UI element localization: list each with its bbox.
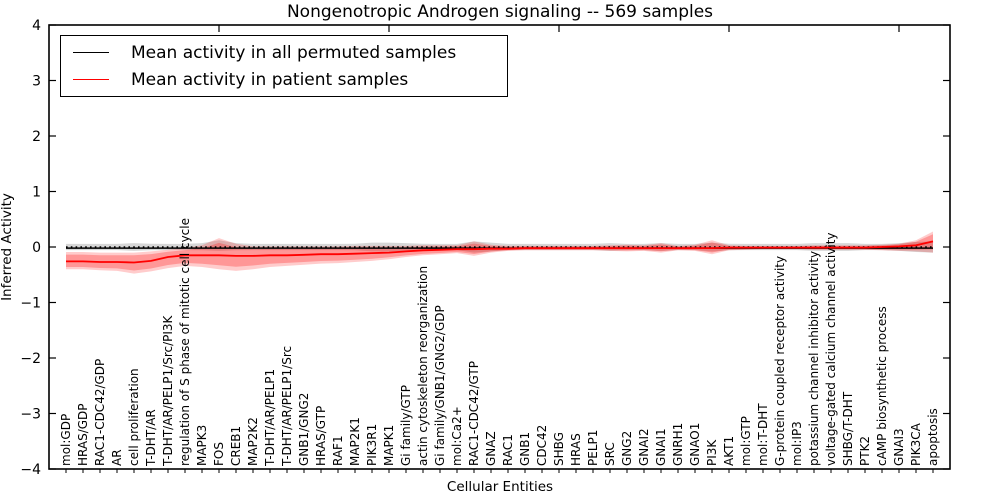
x-tick-label: MAPK3 (195, 425, 209, 466)
y-tick-label: 2 (32, 129, 41, 145)
x-tick-label: MAP2K2 (246, 417, 260, 466)
x-tick-label: GNAZ (484, 431, 498, 466)
x-tick-label: potassium channel inhibitor activity (807, 251, 821, 466)
x-tick-label: HRAS (569, 433, 583, 466)
x-tick-label: MAPK1 (382, 425, 396, 466)
x-tick-label: GNB1/GNG2 (297, 393, 311, 466)
x-tick-label: mol:GDP (59, 414, 73, 466)
x-tick-label: Gi family/GNB1/GNG2/GDP (433, 305, 447, 466)
x-tick-label: apoptosis (926, 408, 940, 466)
x-tick-label: PIK3R1 (365, 424, 379, 466)
x-tick-label: FOS (212, 442, 226, 466)
x-axis-label: Cellular Entities (446, 479, 554, 495)
x-tick-label: RAC1-CDC42/GTP (467, 361, 481, 466)
x-tick-label: actin cytoskeleton reorganization (416, 266, 430, 466)
y-tick-label: 4 (32, 18, 41, 34)
patient-mean-line (66, 240, 934, 264)
x-tick-label: Gi family/GTP (399, 385, 413, 466)
x-tick-label: mol:T-DHT (756, 403, 770, 466)
x-tick-label: T-DHT/AR (144, 409, 158, 467)
x-tick-label: AR (110, 449, 124, 466)
x-tick-label: SHBG (552, 432, 566, 466)
y-tick-label: −3 (20, 407, 41, 423)
x-tick-label: MAP2K1 (348, 417, 362, 466)
x-tick-label: PIK3CA (909, 422, 923, 466)
x-tick-label: mol:GTP (739, 416, 753, 466)
y-tick-label: 0 (32, 240, 41, 256)
x-tick-label: T-DHT/AR/PELP1/Src/PI3K (161, 314, 175, 467)
x-tick-label: voltage-gated calcium channel activity (824, 232, 838, 466)
x-tick-label: CREB1 (229, 426, 243, 466)
x-tick-label: cell proliferation (127, 368, 141, 466)
x-tick-label: GNAI1 (654, 428, 668, 466)
x-tick-label: CDC42 (535, 425, 549, 466)
x-tick-label: GNG2 (620, 431, 634, 466)
x-tick-label: PELP1 (586, 430, 600, 466)
x-tick-label: GNAI3 (892, 428, 906, 466)
x-tick-label: PTK2 (858, 436, 872, 466)
patient-band-outer (66, 231, 933, 274)
y-tick-label: 3 (32, 74, 41, 90)
permuted-line-swatch (73, 52, 109, 53)
y-tick-label: −1 (20, 296, 41, 312)
x-tick-label: mol:IP3 (790, 421, 804, 466)
x-tick-label: GNRH1 (671, 423, 685, 466)
x-tick-label: PI3K (705, 439, 719, 466)
x-tick-label: regulation of S phase of mitotic cell cy… (178, 218, 192, 466)
x-tick-label: RAF1 (331, 435, 345, 466)
legend-box: Mean activity in all permuted samples Me… (60, 35, 508, 97)
x-tick-label: HRAS/GTP (314, 406, 328, 466)
x-tick-label: RAC1 (501, 434, 515, 466)
legend-label-patient: Mean activity in patient samples (131, 69, 409, 90)
y-tick-label: −2 (20, 351, 41, 367)
y-tick-label: −4 (20, 462, 41, 478)
x-tick-label: mol:Ca2+ (450, 406, 464, 466)
patient-line-swatch (73, 79, 109, 80)
chart-title: Nongenotropic Androgen signaling -- 569 … (286, 2, 714, 22)
x-tick-label: GNB1 (518, 432, 532, 466)
patient-band-inner (66, 234, 933, 271)
legend-item-permuted: Mean activity in all permuted samples (61, 43, 507, 63)
x-tick-label: cAMP biosynthetic process (875, 306, 889, 466)
x-tick-label: SHBG/T-DHT (841, 391, 855, 466)
x-tick-label: HRAS/GDP (76, 403, 90, 466)
x-tick-label: GNAI2 (637, 428, 651, 466)
x-tick-label: G-protein coupled receptor activity (773, 256, 787, 466)
x-tick-label: RAC1-CDC42/GDP (93, 359, 107, 466)
x-tick-label: SRC (603, 442, 617, 466)
x-tick-label: T-DHT/AR/PELP1 (263, 369, 277, 467)
legend-item-patient: Mean activity in patient samples (61, 70, 507, 90)
x-tick-label: GNAO1 (688, 423, 702, 466)
y-tick-label: 1 (32, 185, 41, 201)
legend-label-permuted: Mean activity in all permuted samples (131, 42, 457, 63)
x-tick-label: AKT1 (722, 436, 736, 466)
x-tick-label: T-DHT/AR/PELP1/Src (280, 346, 294, 467)
